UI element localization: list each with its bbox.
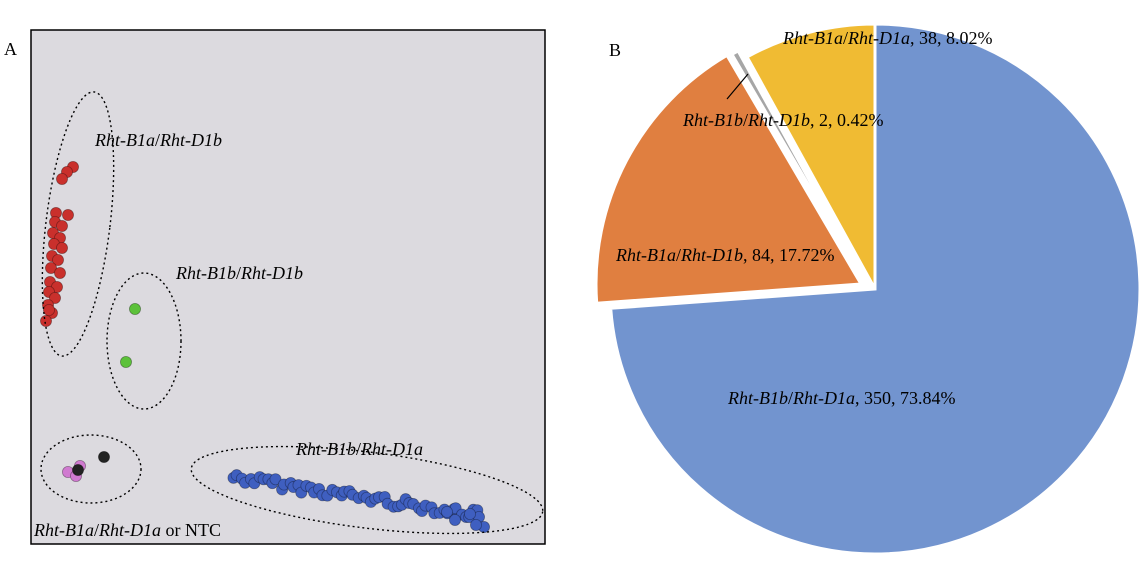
scatter-point-ntc (98, 450, 111, 463)
scatter-point-b1a-d1b (62, 208, 75, 221)
cluster-outline-b1b-d1b (106, 272, 182, 410)
cluster-outlines (40, 91, 544, 535)
cluster-label-b1b-d1b: Rht-B1b/Rht-D1b (175, 263, 303, 283)
cluster-label-b1a-d1b: Rht-B1a/Rht-D1b (94, 130, 222, 150)
scatter-point-b1a-d1b (45, 261, 58, 274)
panel-a-letter: A (4, 39, 17, 59)
pie-label-b1b-d1b: Rht-B1b/Rht-D1b, 2, 0.42% (682, 110, 884, 130)
pie-label-b1b-d1a: Rht-B1b/Rht-D1a, 350, 73.84% (727, 388, 956, 408)
scatter-point-b1a-d1b (54, 266, 67, 279)
scatter-plot-area (30, 29, 546, 545)
cluster-outline-b1a-d1b (41, 91, 115, 357)
scatter-point-ntc (72, 463, 85, 476)
scatter-point-b1b-d1a (448, 514, 461, 527)
scatter-point-b1b-d1b (128, 302, 141, 315)
pie-label-b1a-d1b: Rht-B1a/Rht-D1b, 84, 17.72% (615, 245, 835, 265)
scatter-point-b1a-d1b (43, 303, 56, 316)
pie-slice-b1a-d1b (594, 53, 864, 305)
scatter-point-b1a-d1b (56, 241, 69, 254)
scatter-point-b1b-d1a (463, 507, 476, 520)
cluster-outline-b1a-d1a-ntc (40, 434, 142, 504)
scatter-points (40, 160, 490, 534)
pie-slice-b1a-d1a (745, 22, 877, 290)
leader-line (726, 73, 749, 100)
scatter-point-b1a-d1b (52, 253, 65, 266)
scatter-point-b1a-d1b (40, 314, 53, 327)
scatter-point-b1b-d1a (440, 505, 453, 518)
cluster-label-b1a-d1a-ntc: Rht-B1a/Rht-D1a or NTC (33, 520, 221, 540)
panel-b-letter: B (609, 40, 621, 60)
cluster-outline-b1b-d1a (190, 445, 544, 535)
scatter-point-b1b-d1b (120, 355, 133, 368)
scatter-point-b1b-d1a (269, 473, 282, 486)
scatter-point-b1a-d1b (56, 172, 69, 185)
scatter-point-b1b-d1a (469, 519, 482, 532)
pie-labels: Rht-B1b/Rht-D1a, 350, 73.84% Rht-B1a/Rht-… (615, 28, 993, 408)
cluster-label-b1b-d1a: Rht-B1b/Rht-D1a (295, 439, 423, 459)
scatter-point-b1a-d1b (56, 219, 69, 232)
pie-slice-b1b-d1b (729, 48, 868, 284)
pie-chart (594, 22, 1141, 556)
scatter-point-b1a-d1b (49, 291, 62, 304)
pie-label-b1a-d1a: Rht-B1a/Rht-D1a, 38, 8.02% (782, 28, 993, 48)
